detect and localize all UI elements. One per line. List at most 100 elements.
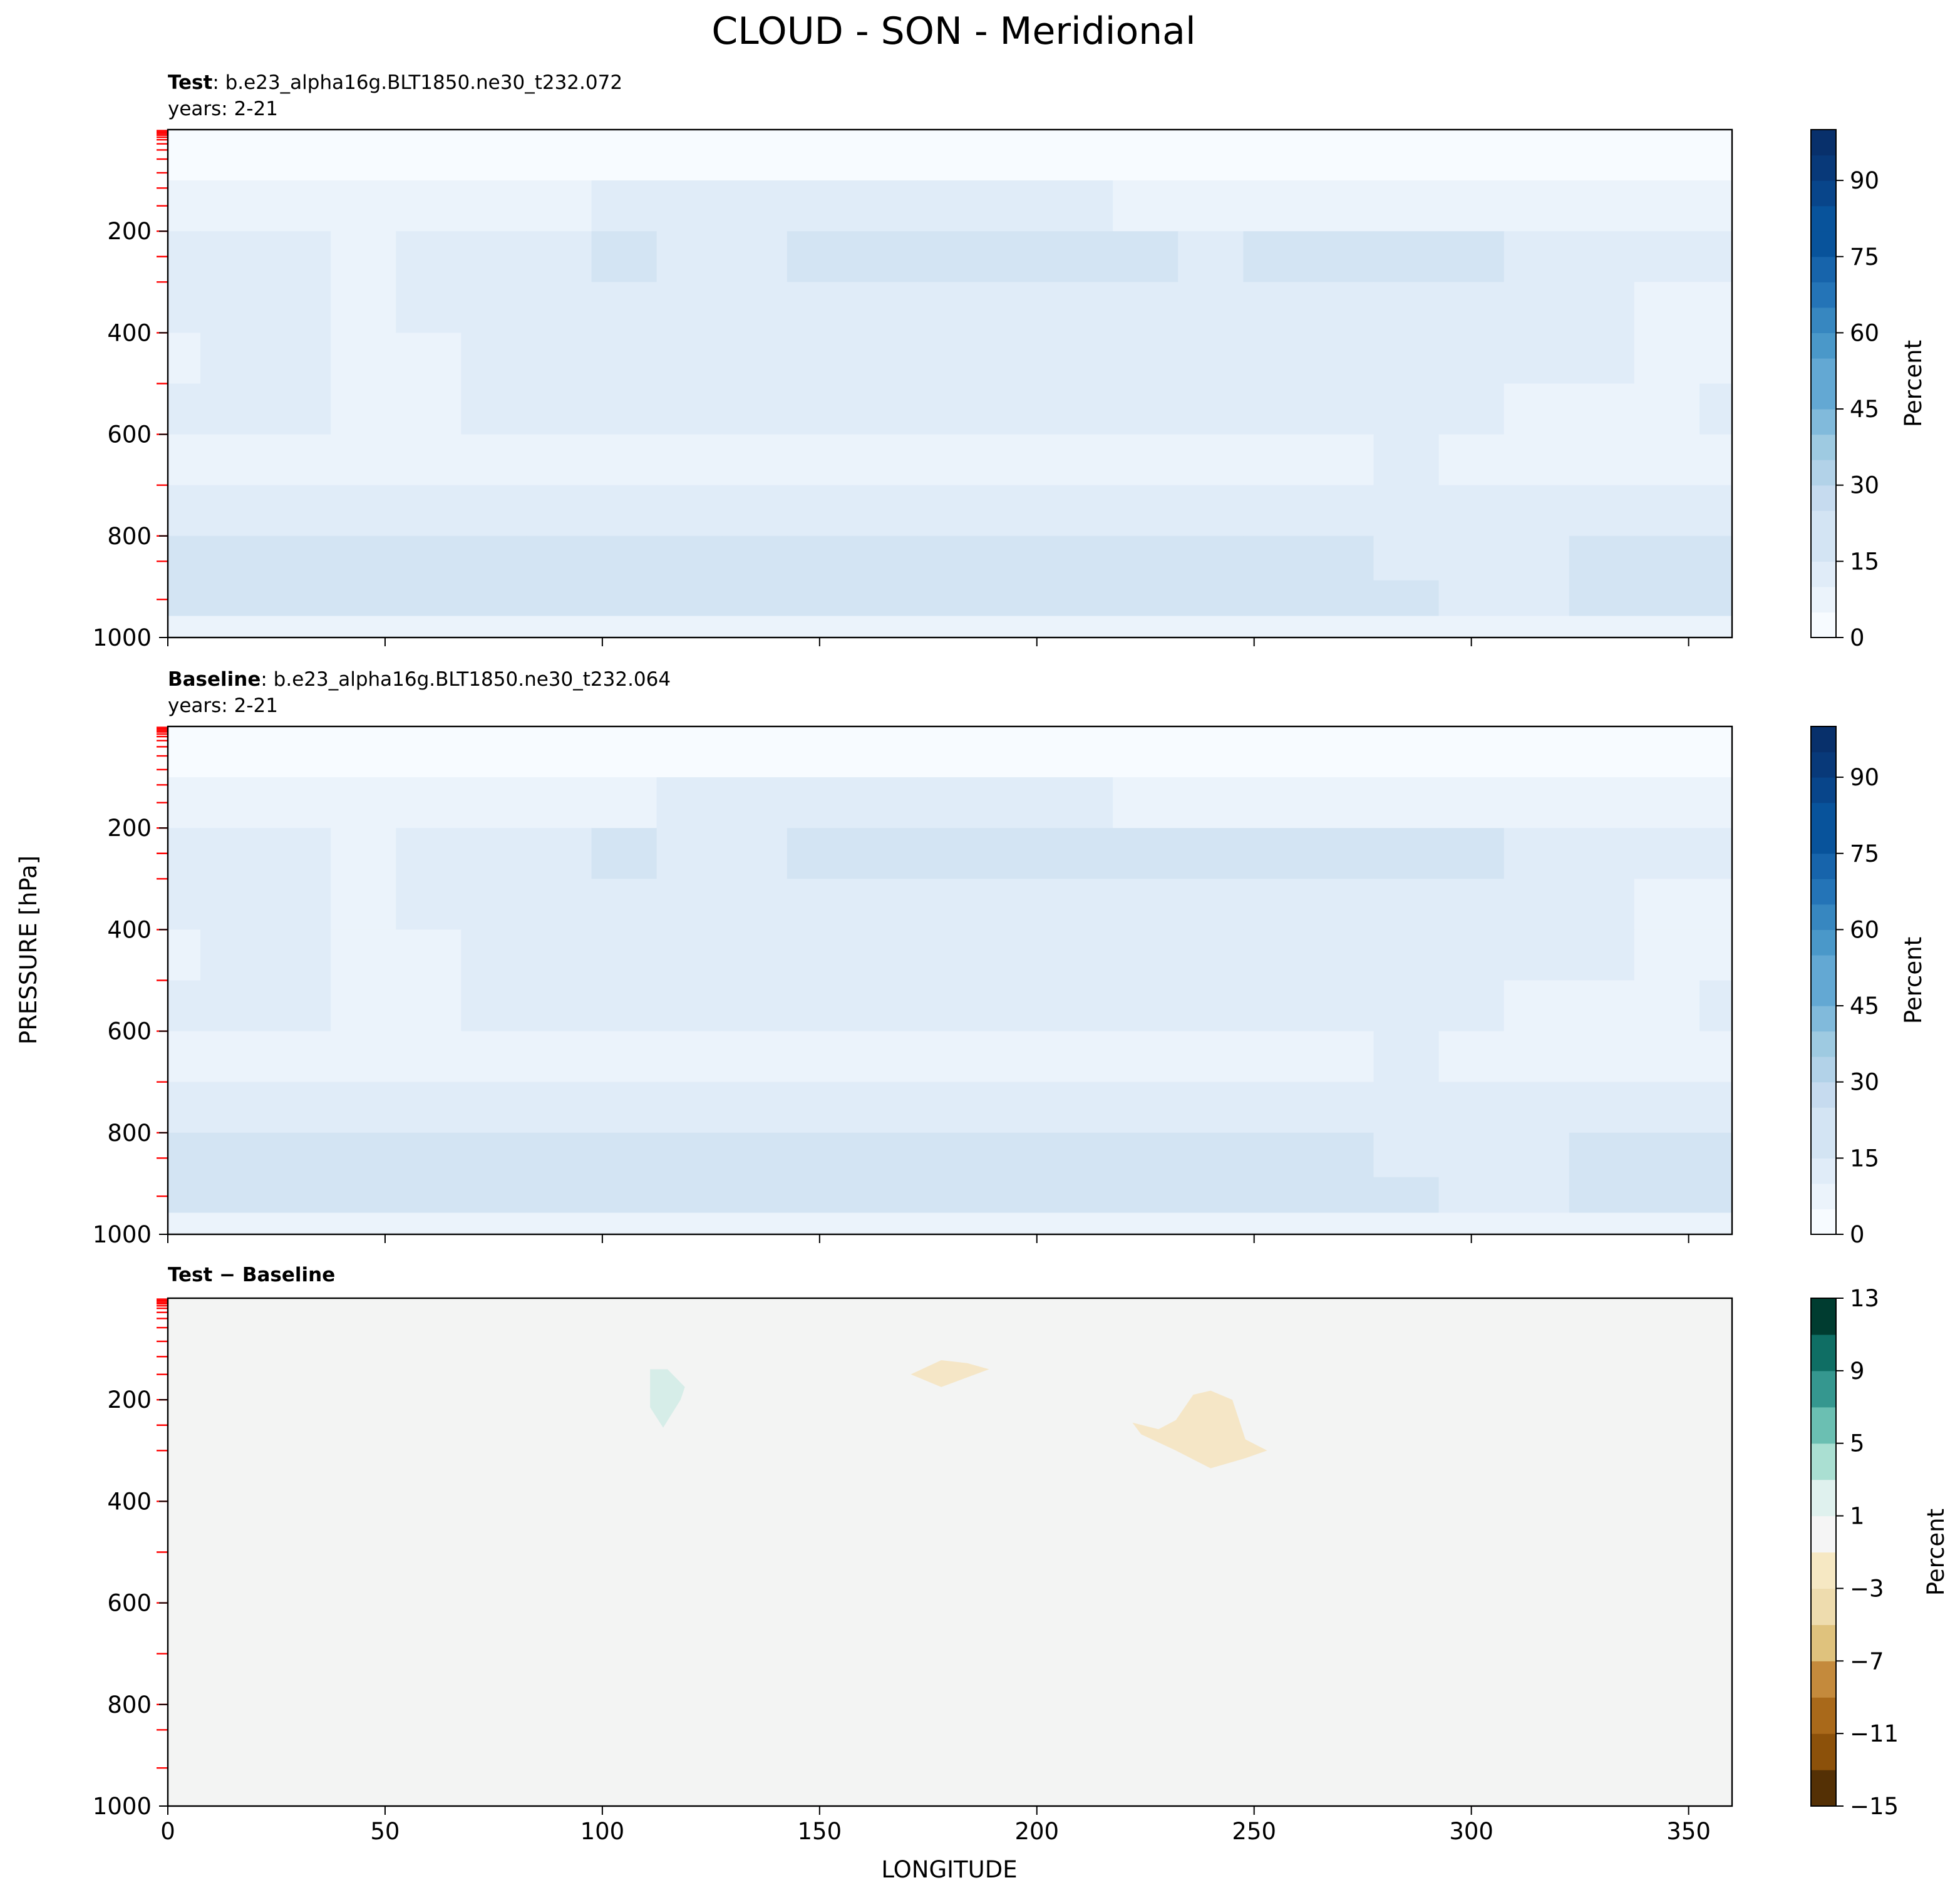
heatmap-cell <box>721 282 788 333</box>
heatmap-cell <box>721 1031 788 1083</box>
heatmap-cell <box>983 777 1048 829</box>
colorbar-segment <box>1811 1209 1836 1235</box>
heatmap-cell <box>721 180 788 232</box>
heatmap-cell <box>331 383 396 435</box>
panel-test-title-rest: : b.e23_alpha16g.BLT1850.ne30_t232.072 <box>212 71 622 94</box>
heatmap-cell <box>721 1177 788 1214</box>
heatmap-cell <box>168 929 201 981</box>
heatmap-cell <box>331 1212 396 1235</box>
colorbar-label: Percent <box>1922 1509 1949 1596</box>
heatmap-cell <box>852 1212 918 1235</box>
heatmap-cell <box>461 1132 527 1178</box>
heatmap-cell <box>1438 130 1505 181</box>
heatmap-cell <box>1438 980 1505 1032</box>
heatmap-cell <box>1438 434 1505 486</box>
heatmap-cell <box>266 485 331 537</box>
heatmap-cell <box>917 616 983 638</box>
heatmap-cell <box>1373 980 1440 1032</box>
heatmap-cell <box>787 726 853 778</box>
heatmap-cell <box>526 616 592 638</box>
heatmap-cell <box>1699 1212 1733 1235</box>
heatmap-cell <box>917 980 983 1032</box>
heatmap-cell <box>787 1177 853 1214</box>
heatmap-cell <box>787 333 853 385</box>
heatmap-cell <box>1113 333 1179 385</box>
heatmap-cell <box>1699 879 1733 930</box>
heatmap-cell <box>1569 1082 1635 1133</box>
heatmap-cell <box>852 980 918 1032</box>
heatmap-cell <box>721 383 788 435</box>
heatmap-cell <box>1178 1082 1244 1133</box>
colorbar-segment <box>1811 980 1836 1006</box>
x-tick-label: 200 <box>1014 1818 1059 1845</box>
heatmap-cell <box>1048 180 1113 232</box>
heatmap-cell <box>1634 434 1700 486</box>
heatmap-cell <box>1373 535 1440 581</box>
heatmap-cell <box>1308 1132 1375 1178</box>
heatmap-cell <box>1699 726 1733 778</box>
colorbar-tick-label: 75 <box>1850 840 1879 867</box>
heatmap-cell <box>331 980 396 1032</box>
heatmap-cell <box>1438 1031 1505 1083</box>
heatmap-cell <box>1243 777 1309 829</box>
colorbar-segment <box>1811 1082 1836 1108</box>
heatmap-cell <box>168 726 201 778</box>
heatmap-cell <box>787 980 853 1032</box>
heatmap-cell <box>591 616 658 638</box>
colorbar-tick-label: 9 <box>1850 1358 1865 1385</box>
heatmap-cell <box>168 828 201 879</box>
anomaly-negative-small <box>910 1360 989 1387</box>
heatmap-cell <box>200 434 266 486</box>
heatmap-cell <box>1243 879 1309 930</box>
heatmap-cell <box>200 130 266 181</box>
heatmap-cell <box>1699 929 1733 981</box>
heatmap-cell <box>787 535 853 581</box>
heatmap-cell <box>917 434 983 486</box>
heatmap-cell <box>1308 980 1375 1032</box>
heatmap-cell <box>917 580 983 617</box>
heatmap-cell <box>1308 1031 1375 1083</box>
heatmap-cell <box>200 1031 266 1083</box>
colorbar-tick-label: 0 <box>1850 1221 1865 1248</box>
x-tick-label: 100 <box>580 1818 625 1845</box>
heatmap-cell <box>1634 485 1700 537</box>
heatmap-cell <box>168 485 201 537</box>
heatmap-cell <box>526 1031 592 1083</box>
heatmap-cell <box>331 180 396 232</box>
heatmap-cell <box>1504 180 1570 232</box>
heatmap-cell <box>1504 980 1570 1032</box>
y-tick-label: 200 <box>107 815 152 842</box>
heatmap-cell <box>331 130 396 181</box>
heatmap-cell <box>396 535 462 581</box>
colorbar-segment <box>1811 231 1836 257</box>
heatmap-cell <box>656 726 723 778</box>
x-tick-label: 300 <box>1449 1818 1493 1845</box>
heatmap-cell <box>1048 383 1113 435</box>
heatmap-cell <box>1178 333 1244 385</box>
heatmap-cell <box>461 777 527 829</box>
heatmap-cell <box>591 1177 658 1214</box>
heatmap-cell <box>1634 383 1700 435</box>
heatmap-cell <box>1373 1082 1440 1133</box>
heatmap-cell <box>1373 580 1440 617</box>
colorbar-tick-label: 15 <box>1850 548 1879 575</box>
heatmap-cell <box>983 485 1048 537</box>
heatmap-cell <box>1569 130 1635 181</box>
heatmap-cell <box>1373 828 1440 879</box>
heatmap-cell <box>1569 828 1635 879</box>
heatmap-cell <box>787 130 853 181</box>
heatmap-cell <box>983 1031 1048 1083</box>
panel-test-title-bold: Test <box>168 71 213 94</box>
colorbar-label: Percent <box>1900 937 1927 1024</box>
colorbar-tick-label: 30 <box>1850 1069 1879 1096</box>
heatmap-cell <box>787 1031 853 1083</box>
heatmap-cell <box>721 1132 788 1178</box>
x-tick-label: 250 <box>1232 1818 1276 1845</box>
heatmap-cell <box>1634 1031 1700 1083</box>
heatmap-cell <box>1569 616 1635 638</box>
heatmap-cell <box>721 929 788 981</box>
heatmap-cell <box>168 333 201 385</box>
colorbar-segment <box>1811 751 1836 778</box>
heatmap-cell <box>526 485 592 537</box>
heatmap-cell <box>1308 1177 1375 1214</box>
